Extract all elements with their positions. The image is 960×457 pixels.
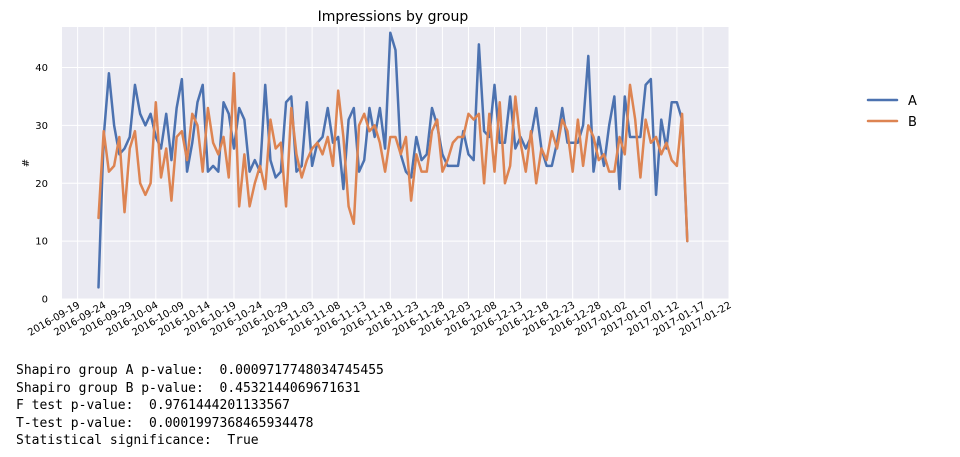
y-tick-label: 20 (35, 179, 48, 190)
output-line-shapiro-b: Shapiro group B p-value: 0.4532144069671… (16, 380, 361, 396)
output-line-f-test: F test p-value: 0.9761444201133567 (16, 398, 290, 413)
series-line-b (97, 72, 689, 243)
output-line-shapiro-a: Shapiro group A p-value: 0.0009717748034… (16, 363, 384, 378)
legend: AB (866, 94, 917, 130)
line-chart: 0 10 20 30 40 2016-09-192016-09-242016-09-29… (21, 9, 917, 339)
series-lines (97, 31, 689, 289)
y-tick-labels: 0 10 20 30 40 (35, 63, 48, 305)
y-tick-label: 40 (35, 63, 48, 74)
legend-label-a: A (908, 94, 917, 109)
y-tick-label: 10 (35, 237, 48, 248)
y-tick-label: 30 (35, 121, 48, 132)
output-line-t-test: T-test p-value: 0.0001997368465934478 (16, 415, 314, 431)
y-axis-label: # (21, 159, 32, 167)
chart-title: Impressions by group (318, 9, 469, 25)
legend-label-b: B (908, 115, 917, 130)
series-line-a (97, 31, 689, 289)
y-tick-label: 0 (42, 295, 48, 306)
console-output: Shapiro group A p-value: 0.0009717748034… (16, 362, 384, 450)
x-tick-labels: 2016-09-192016-09-242016-09-292016-10-04… (26, 300, 733, 339)
output-line-significance: Statistical significance: True (16, 433, 259, 448)
